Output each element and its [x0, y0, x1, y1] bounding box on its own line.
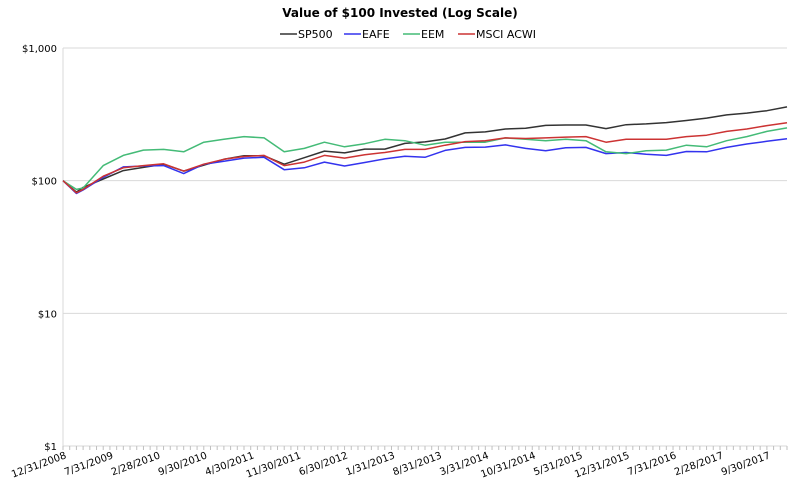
- y-tick-label: $10: [38, 309, 57, 320]
- x-tick-label: 2/28/2017: [673, 450, 725, 478]
- legend-label: EEM: [421, 28, 444, 41]
- x-tick-label: 2/28/2010: [110, 450, 162, 478]
- y-tick-label: $1: [44, 442, 57, 453]
- x-tick-label: 8/31/2013: [391, 450, 443, 478]
- legend-label: SP500: [298, 28, 333, 41]
- gridlines: [63, 47, 787, 447]
- x-tick-label: 6/30/2012: [298, 450, 350, 478]
- x-tick-label: 9/30/2017: [720, 450, 772, 478]
- chart-title: Value of $100 Invested (Log Scale): [282, 6, 517, 20]
- series-lines: [62, 106, 788, 195]
- x-tick-label: 1/31/2013: [345, 450, 397, 478]
- x-tick-label: 9/30/2010: [157, 450, 209, 478]
- x-tick-label: 7/31/2009: [63, 450, 115, 478]
- x-tick-label: 7/31/2016: [626, 450, 678, 478]
- y-tick-label: $1,000: [22, 44, 57, 55]
- axes: $1$10$100$1,00012/31/20087/31/20092/28/2…: [10, 44, 788, 481]
- legend-label: MSCI ACWI: [476, 28, 536, 41]
- legend-label: EAFE: [362, 28, 390, 41]
- series-line-eafe: [62, 137, 788, 195]
- legend: SP500 EAFE EEM MSCI ACWI: [280, 28, 536, 41]
- y-tick-label: $100: [32, 177, 57, 188]
- x-tick-label: 12/31/2008: [10, 450, 68, 480]
- series-line-eem: [62, 127, 788, 191]
- series-line-msci-acwi: [62, 122, 788, 194]
